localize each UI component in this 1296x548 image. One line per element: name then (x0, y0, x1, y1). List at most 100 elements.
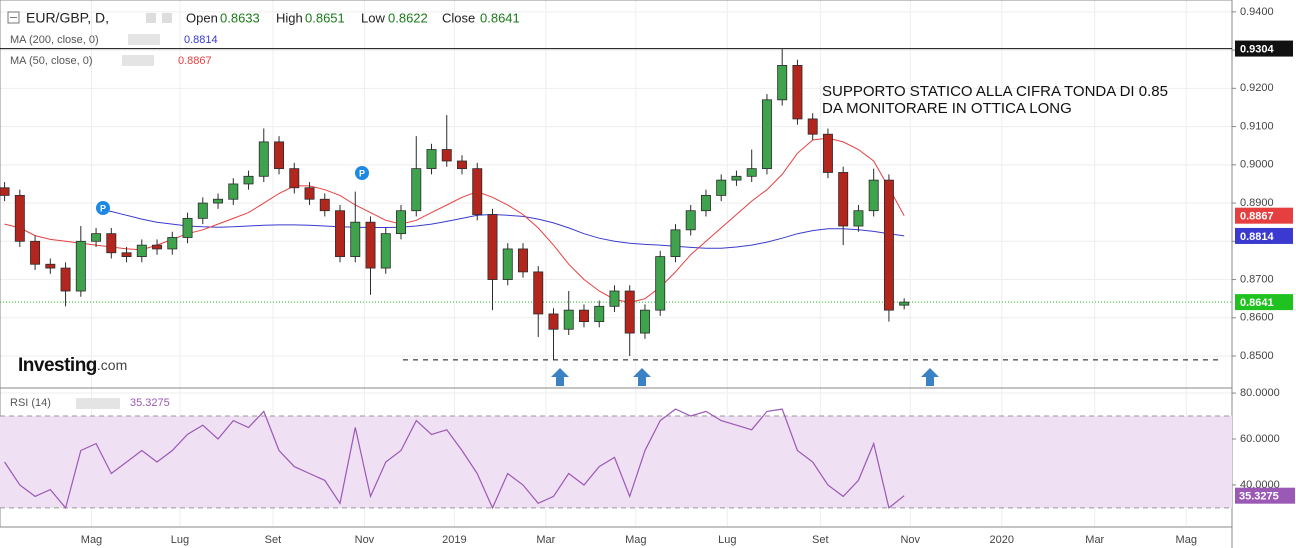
rsi-line (4, 408, 905, 510)
candle-body (441, 149, 452, 162)
candle-body (14, 195, 25, 242)
candle-body (777, 64, 788, 101)
candle-body (579, 309, 589, 323)
icon[interactable] (146, 13, 156, 23)
x-tick-label: Set (812, 534, 829, 546)
candle-body (472, 168, 483, 215)
p-marker-text: P (100, 203, 106, 213)
arrow (551, 368, 569, 386)
candle-body (167, 237, 178, 250)
candle-body (243, 175, 254, 185)
candle-body (228, 183, 239, 200)
y-tick-label: 0.9000 (1240, 159, 1274, 171)
y-tick-label: 0.8600 (1240, 312, 1274, 324)
x-tick-label: Lug (718, 534, 736, 546)
p-marker[interactable] (355, 166, 369, 180)
y-tick-label: 0.8900 (1240, 197, 1274, 209)
candle-body (30, 240, 41, 265)
candle-body (274, 141, 285, 170)
p-marker[interactable] (96, 201, 110, 215)
candle-body (304, 187, 315, 200)
low-value: 0.8622 (388, 10, 428, 25)
candle-body (0, 187, 10, 196)
price-badge (1235, 294, 1293, 311)
candle-body (609, 290, 620, 307)
rsi-label: RSI (14) (10, 397, 51, 409)
candle-body (807, 118, 818, 135)
candle-body (563, 309, 574, 330)
candle-body (75, 240, 86, 292)
price-badge (1235, 207, 1293, 224)
x-tick-label: Nov (355, 534, 375, 546)
x-tick-label: 2020 (990, 534, 1014, 546)
logo-suffix: .com (97, 357, 127, 373)
candle-body (548, 313, 559, 330)
ma-line (96, 208, 905, 249)
symbol: EUR/GBP, D, (26, 10, 109, 26)
candle-body (136, 244, 147, 257)
candle-body (335, 210, 345, 257)
candle-body (624, 290, 635, 334)
y-tick-label: 0.8500 (1240, 350, 1274, 362)
y-tick-label: 0.9100 (1240, 120, 1274, 132)
open-label: Open (186, 10, 218, 25)
candle-body (487, 214, 498, 280)
x-tick-label: Mar (1085, 534, 1104, 546)
candle-body (396, 210, 406, 235)
x-tick-label: Lug (171, 534, 189, 546)
icons[interactable] (122, 55, 154, 66)
candle-body (213, 198, 224, 204)
ma200-value: 0.8814 (184, 34, 218, 46)
ma50-value: 0.8867 (178, 55, 212, 67)
price-badge-label: 0.8641 (1240, 297, 1274, 309)
candle-body (853, 210, 864, 227)
collapse-icon[interactable] (7, 11, 20, 24)
candle-body (518, 248, 528, 273)
ma200-label: MA (200, close, 0) (10, 34, 99, 46)
x-tick-label: Mag (1176, 534, 1197, 546)
candle-body (152, 244, 163, 250)
candle-body (868, 179, 879, 212)
x-tick-label: Mag (625, 534, 646, 546)
annotation: DA MONITORARE IN OTTICA LONG (822, 100, 1072, 117)
ma50-label: MA (50, close, 0) (10, 55, 93, 67)
candle-body (121, 252, 132, 257)
icon[interactable] (162, 13, 172, 23)
candle-body (457, 160, 467, 170)
candle-body (761, 99, 772, 170)
candle-body (700, 195, 711, 212)
candle-body (258, 141, 269, 177)
candle-body (685, 210, 696, 231)
candle-body (838, 172, 849, 227)
candle-body (502, 248, 513, 280)
arrows (551, 368, 939, 386)
candle-body (670, 229, 681, 257)
close-label: Close (442, 10, 475, 25)
price-badge-label: 0.8867 (1240, 211, 1274, 223)
price-badge (1235, 40, 1293, 57)
price-badge-label: 0.9304 (1240, 43, 1275, 55)
candle-body (45, 263, 56, 269)
candle-body (106, 233, 117, 254)
candle-body (60, 267, 71, 292)
candle-body (639, 309, 650, 334)
x-tick-label: Mag (81, 534, 102, 546)
x-tick-label: Mar (536, 534, 555, 546)
logo-main: Investing (18, 355, 97, 376)
y-tick-label: 0.8700 (1240, 273, 1274, 285)
icons[interactable] (128, 34, 160, 45)
close-value: 0.8641 (480, 10, 520, 25)
price-badge-label: 0.8814 (1240, 231, 1275, 243)
candle-body (822, 133, 833, 173)
low-label: Low (361, 10, 385, 25)
candle-body (533, 271, 544, 315)
plot (0, 48, 1232, 510)
candle-body (182, 217, 193, 238)
candle-body (731, 175, 742, 181)
candle-body (594, 305, 605, 323)
high-value: 0.8651 (305, 10, 345, 25)
y-tick-label: 60.0000 (1240, 433, 1280, 445)
icons[interactable] (76, 398, 120, 409)
